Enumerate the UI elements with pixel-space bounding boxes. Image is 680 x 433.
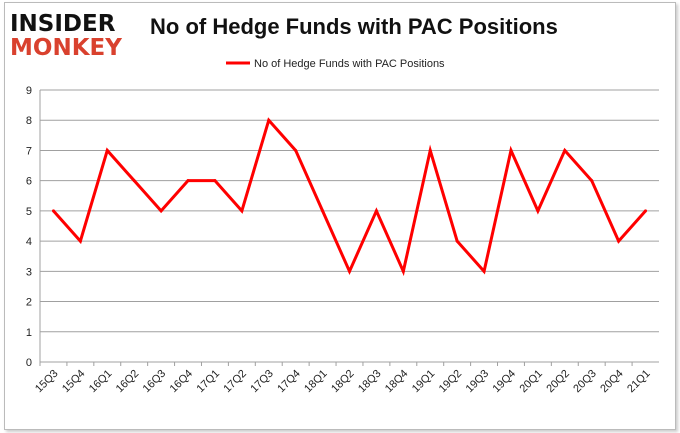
data-point [294,148,298,152]
data-point [563,148,567,152]
y-tick-label: 6 [26,176,32,188]
y-tick-label: 5 [26,206,32,218]
x-tick-label: 18Q1 [302,368,330,396]
insider-monkey-logo: INSIDER MONKEY [10,12,122,60]
x-tick-label: 19Q2 [437,368,465,396]
y-tick-label: 0 [26,357,32,369]
data-point [617,239,621,243]
data-point [374,209,378,213]
data-point [482,269,486,273]
x-tick-label: 16Q3 [141,368,169,396]
x-tick-label: 15Q4 [60,368,88,396]
y-tick-label: 4 [26,236,32,248]
x-tick-label: 16Q4 [168,368,196,396]
data-point [159,209,163,213]
logo-line2: MONKEY [10,35,122,61]
y-tick-label: 2 [26,297,32,309]
data-point [455,239,459,243]
chart-frame [4,2,676,430]
chart-title: No of Hedge Funds with PAC Positions [150,14,558,39]
x-tick-label: 17Q3 [248,368,276,396]
data-point [321,209,325,213]
data-point [267,118,271,122]
data-point [132,179,136,183]
x-tick-label: 19Q1 [410,368,438,396]
x-tick-label: 20Q1 [517,368,545,396]
x-tick-label: 17Q2 [221,368,249,396]
x-tick-label: 17Q1 [195,368,223,396]
x-tick-label: 18Q2 [329,368,357,396]
y-tick-label: 8 [26,115,32,127]
y-tick-label: 1 [26,327,32,339]
x-tick-label: 16Q2 [114,368,142,396]
data-point [105,148,109,152]
y-tick-label: 7 [26,145,32,157]
data-point [213,179,217,183]
data-point [428,148,432,152]
data-point [78,239,82,243]
x-tick-label: 15Q3 [33,368,61,396]
data-point [348,269,351,273]
x-tick-label: 21Q1 [625,368,653,396]
data-point [51,209,55,213]
data-point [186,179,190,183]
x-tick-label: 16Q1 [87,368,115,396]
x-tick-label: 18Q3 [356,368,384,396]
x-tick-label: 19Q4 [491,368,519,396]
y-tick-label: 3 [26,266,32,278]
data-point [590,179,594,183]
x-tick-label: 20Q3 [571,368,599,396]
y-tick-label: 9 [26,85,32,97]
x-tick-label: 17Q4 [275,368,303,396]
logo-line1: INSIDER [10,11,116,37]
x-tick-label: 20Q2 [544,368,572,396]
x-tick-label: 20Q4 [598,368,626,396]
x-tick-label: 18Q4 [383,368,411,396]
data-point [509,148,513,152]
legend-label: No of Hedge Funds with PAC Positions [254,58,445,70]
x-tick-label: 19Q3 [464,368,492,396]
data-point [401,269,405,273]
data-point [240,209,244,213]
series-line [52,117,647,277]
data-point [644,209,648,213]
data-point [536,209,540,213]
